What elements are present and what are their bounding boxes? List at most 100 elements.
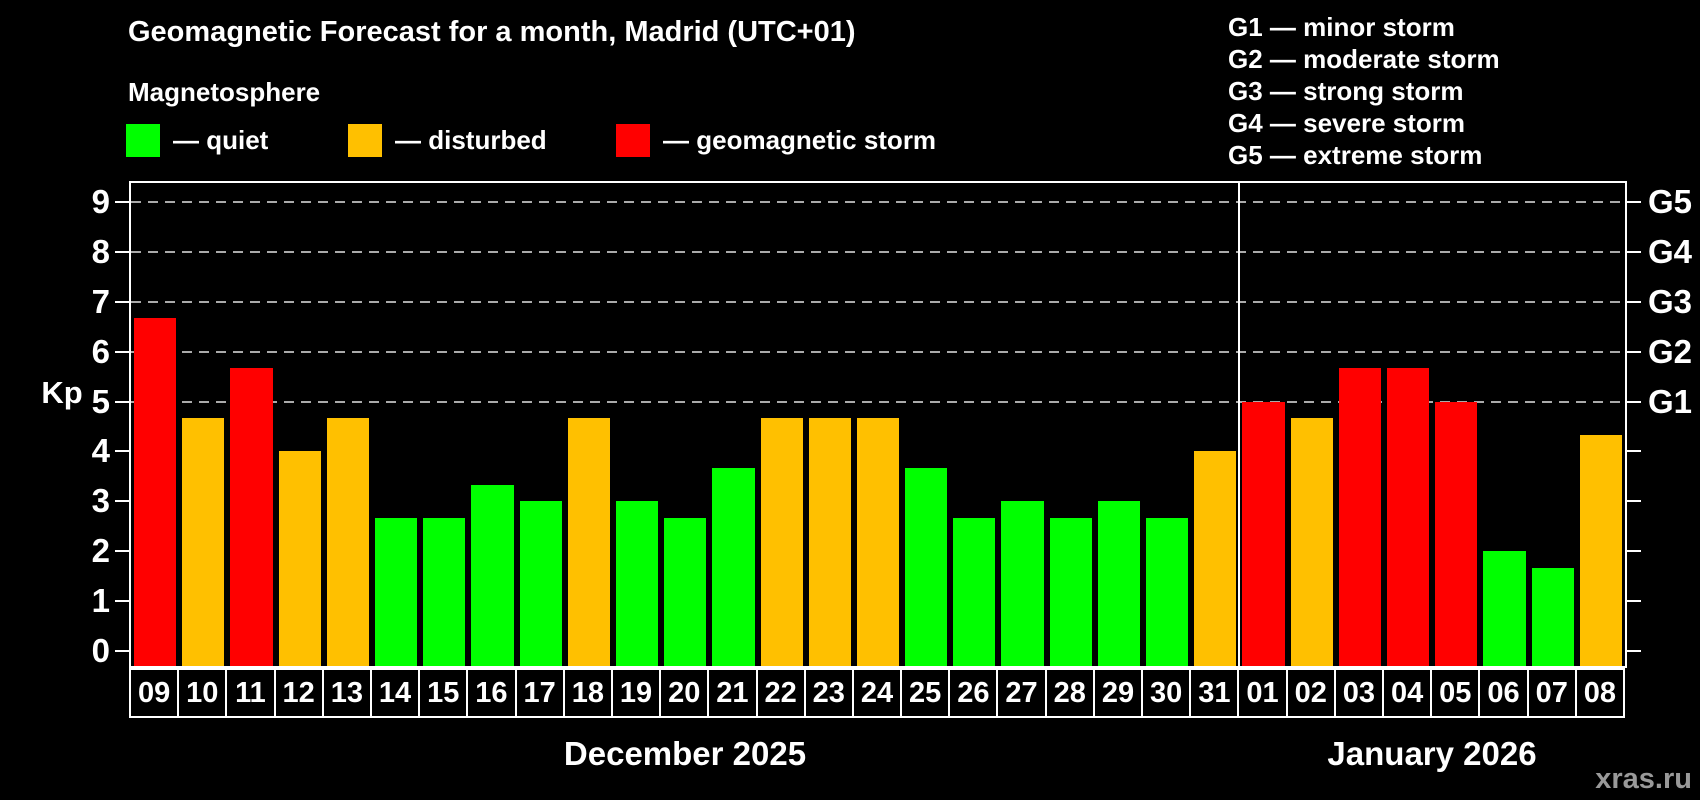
kp-bar-day-24 — [856, 417, 900, 666]
day-label-03: 03 — [1333, 668, 1385, 718]
left-axis-tick-8 — [115, 250, 129, 253]
kp-bar-day-31 — [1194, 451, 1237, 666]
g-legend-line-g2: G2 — moderate storm — [1228, 44, 1500, 74]
left-axis-tick-5 — [115, 400, 129, 403]
legend-label-disturbed: — disturbed — [395, 125, 547, 155]
day-label-25: 25 — [900, 668, 951, 718]
right-axis-tick-4 — [1627, 450, 1641, 453]
kp-bar-day-19 — [615, 501, 659, 666]
disturbed-color-swatch — [348, 124, 382, 157]
kp-bar-day-22 — [760, 417, 803, 666]
left-axis-tick-3 — [115, 500, 129, 503]
kp-bar-day-11 — [230, 368, 273, 666]
kp-bar-day-06 — [1483, 551, 1526, 666]
kp-bar-day-15 — [423, 517, 466, 666]
day-label-22: 22 — [755, 668, 806, 718]
day-label-07: 07 — [1526, 668, 1577, 718]
day-label-08: 08 — [1574, 668, 1625, 718]
kp-bar-day-09 — [134, 318, 177, 666]
right-axis-tick-1 — [1627, 600, 1641, 603]
day-label-10: 10 — [177, 668, 228, 718]
kp-bar-day-23 — [808, 417, 851, 666]
g-legend-line-g1: G1 — minor storm — [1228, 12, 1455, 42]
kp-tick-label-0: 0 — [91, 632, 110, 669]
kp-tick-label-5: 5 — [91, 382, 110, 420]
g-legend-line-g5: G5 — extreme storm — [1228, 140, 1483, 170]
day-label-18: 18 — [562, 668, 613, 718]
kp-axis-title: Kp — [41, 375, 83, 410]
left-axis-tick-4 — [115, 450, 129, 453]
kp-bar-day-21 — [712, 467, 755, 666]
kp-tick-label-8: 8 — [91, 232, 110, 270]
kp-bar-day-03 — [1338, 368, 1382, 666]
day-label-24: 24 — [851, 668, 903, 718]
day-label-13: 13 — [321, 668, 372, 718]
kp-bar-day-08 — [1579, 434, 1622, 666]
kp-bar-day-14 — [374, 517, 418, 666]
kp-tick-label-3: 3 — [91, 482, 110, 520]
kp-bar-day-10 — [182, 417, 225, 666]
right-axis-tick-2 — [1627, 550, 1641, 553]
day-label-04: 04 — [1382, 668, 1433, 718]
day-label-31: 31 — [1189, 668, 1240, 718]
g-tick-label-g5: G5 — [1648, 182, 1693, 220]
legend-label-storm: — geomagnetic storm — [663, 125, 937, 155]
kp-bar-day-07 — [1531, 567, 1574, 666]
kp-bar-day-20 — [664, 517, 707, 666]
page-title: Geomagnetic Forecast for a month, Madrid… — [128, 16, 856, 48]
day-label-26: 26 — [948, 668, 999, 718]
day-label-02: 02 — [1285, 668, 1336, 718]
kp-bar-day-17 — [519, 501, 562, 666]
gridline-kp-8 — [131, 250, 1625, 253]
kp-bar-day-12 — [278, 451, 321, 666]
month-label-january: January 2026 — [1327, 735, 1537, 772]
legend-item-storm: — geomagnetic storm — [616, 124, 936, 157]
right-axis-tick-3 — [1627, 500, 1641, 503]
day-label-12: 12 — [273, 668, 324, 718]
quiet-color-swatch — [126, 124, 160, 157]
day-label-06: 06 — [1478, 668, 1529, 718]
g-scale-legend: G1 — minor storm G2 — moderate storm G3 … — [1228, 11, 1500, 171]
gridline-kp-6 — [131, 350, 1625, 353]
month-label-december: December 2025 — [563, 735, 807, 772]
left-axis-tick-9 — [115, 200, 129, 203]
kp-tick-label-1: 1 — [91, 582, 110, 620]
kp-bar-day-05 — [1435, 401, 1478, 666]
kp-bar-day-02 — [1290, 417, 1333, 666]
g-tick-label-g1: G1 — [1648, 382, 1693, 420]
magnetosphere-label: Magnetosphere — [128, 77, 321, 107]
day-label-01: 01 — [1237, 668, 1288, 718]
kp-bar-day-29 — [1097, 501, 1141, 666]
kp-bar-day-18 — [567, 417, 610, 666]
legend-item-disturbed: — disturbed — [348, 124, 547, 157]
kp-bar-day-13 — [326, 417, 369, 666]
left-axis-tick-6 — [115, 350, 129, 353]
legend-item-quiet: — quiet — [126, 124, 268, 157]
day-label-23: 23 — [803, 668, 854, 718]
day-label-28: 28 — [1044, 668, 1095, 718]
g-tick-label-g4: G4 — [1648, 232, 1693, 270]
g-tick-label-g2: G2 — [1648, 332, 1693, 370]
left-axis-tick-0 — [115, 650, 129, 652]
left-axis-tick-2 — [115, 550, 129, 553]
day-label-09: 09 — [129, 668, 180, 718]
watermark: xras.ru — [1595, 763, 1692, 795]
day-label-29: 29 — [1092, 668, 1144, 718]
day-label-19: 19 — [610, 668, 662, 718]
day-label-20: 20 — [659, 668, 710, 718]
day-label-27: 27 — [996, 668, 1047, 718]
day-label-21: 21 — [707, 668, 758, 718]
day-label-15: 15 — [418, 668, 469, 718]
right-axis-tick-9 — [1627, 200, 1641, 203]
right-axis-tick-5 — [1627, 400, 1641, 403]
plot-inner — [131, 183, 1625, 666]
kp-bar-day-25 — [905, 467, 948, 666]
right-axis-tick-8 — [1627, 250, 1641, 253]
day-label-14: 14 — [369, 668, 421, 718]
day-label-16: 16 — [466, 668, 517, 718]
kp-tick-label-9: 9 — [91, 182, 110, 220]
right-axis-tick-7 — [1627, 300, 1641, 303]
kp-bar-day-01 — [1242, 401, 1285, 666]
day-label-17: 17 — [514, 668, 565, 718]
